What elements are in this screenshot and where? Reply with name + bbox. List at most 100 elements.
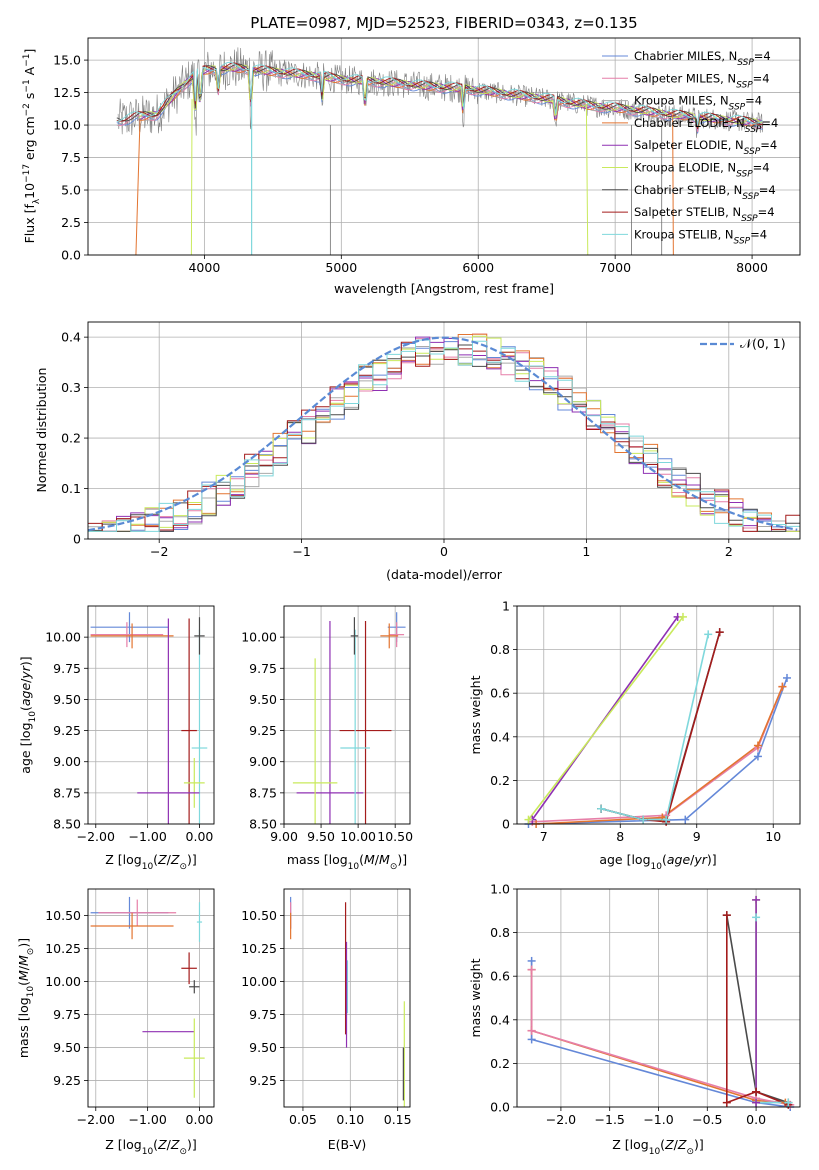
label-part: 10 <box>649 1147 661 1157</box>
label-part: log <box>18 722 33 741</box>
axes-frame <box>516 888 801 1108</box>
model-edge <box>672 114 674 255</box>
x-axis-label: Z [log10(Z/Z⊙)] <box>612 1137 704 1157</box>
y-axis-label: Flux [fλ10−17 erg cm−2 s−1 A−1] <box>22 49 42 244</box>
label-part: SSP <box>729 103 746 113</box>
label-part: =4 <box>745 94 762 108</box>
weight-line <box>532 686 784 823</box>
y-tick-label: 0.0 <box>490 1100 510 1115</box>
y-tick-label: 1.0 <box>490 882 510 897</box>
weight-line <box>726 915 789 1106</box>
y-tick-label: 0.1 <box>61 481 81 496</box>
label-part: 10 <box>26 986 36 998</box>
x-tick-label: 7 <box>540 829 548 844</box>
y-tick-label: 10.00 <box>45 974 81 989</box>
x-tick-label: 8 <box>616 829 624 844</box>
x-tick-label: 0.10 <box>336 1112 364 1127</box>
plot-area-mass-vs-ebv <box>290 896 405 1107</box>
axes-mass-vs-Z: −2.00 −1.00 0.00 9.25 9.50 9.75 10.00 10.25 10.5… <box>45 888 215 1127</box>
x-tick-label: −1.00 <box>128 829 166 844</box>
label-part: Flux [f <box>22 204 37 244</box>
label-part: ⊙ <box>179 1147 187 1157</box>
axes-frame <box>87 888 215 1108</box>
label-part: 10 <box>22 183 37 199</box>
y-tick-label: 9.00 <box>249 754 277 769</box>
model-spectrum <box>116 61 764 126</box>
label-part: −17 <box>22 164 32 183</box>
label-part: =4 <box>761 116 778 130</box>
weight-line <box>528 677 788 824</box>
x-tick-label: 10.00 <box>340 829 376 844</box>
label-part: ( <box>153 1137 158 1152</box>
label-part: Salpeter MILES, N <box>634 71 736 85</box>
label-part: Normed distribution <box>34 368 49 493</box>
weight-line <box>536 686 784 824</box>
y-tick-label: 10.00 <box>241 630 277 645</box>
label-part: / <box>690 852 695 867</box>
label-part: )] <box>397 852 407 867</box>
label-part: ⊙ <box>390 862 398 872</box>
label-part: Kroupa STELIB, N <box>634 227 734 241</box>
y-tick-label: 8.50 <box>53 817 81 832</box>
label-part: SSP <box>736 170 753 180</box>
label-part: ( <box>359 852 364 867</box>
axes-frame <box>283 888 411 1108</box>
x-axis-label: age [log10(age/yr)] <box>599 852 716 872</box>
y-tick-label: 10.50 <box>45 908 81 923</box>
x-tick-label: 4000 <box>188 260 220 275</box>
y-tick-label: 9.25 <box>53 1073 81 1088</box>
axes-frame <box>516 605 801 825</box>
gaussian-curve <box>88 336 798 532</box>
x-tick-label: 10.50 <box>377 829 413 844</box>
legend-label: Salpeter ELODIE, NSSP=4 <box>634 138 777 157</box>
y-tick-label: 9.50 <box>53 1040 81 1055</box>
label-part: Kroupa ELODIE, N <box>634 161 736 175</box>
axes-frame <box>87 321 801 540</box>
x-tick-label: −1 <box>292 544 310 559</box>
x-tick-label: 1 <box>582 544 590 559</box>
label-part: A <box>22 66 37 79</box>
axes-frame <box>87 37 801 256</box>
label-part: (data-model)/error <box>386 567 503 582</box>
y-tick-label: 9.00 <box>53 754 81 769</box>
y-axis-label: mass weight <box>468 958 483 1037</box>
axes-age-vs-mass: 9.00 9.50 10.00 10.508.508.759.009.259.509.… <box>241 605 413 844</box>
label-part: 10 <box>651 862 663 872</box>
weight-line <box>530 960 791 1107</box>
y-axis-label: age [log10(age/yr)] <box>18 656 38 773</box>
axes-frame <box>283 605 411 825</box>
x-axis-label: Z [log10(Z/Z⊙)] <box>105 852 197 872</box>
y-tick-label: 0.2 <box>490 1056 510 1071</box>
label-part: age <box>667 852 691 867</box>
weight-line <box>600 634 709 821</box>
x-tick-label: 9.00 <box>270 829 298 844</box>
y-tick-label: 0.3 <box>61 380 81 395</box>
label-part: )] <box>16 938 31 948</box>
label-part: Z <box>170 852 180 867</box>
label-part: / <box>18 678 33 683</box>
label-part: )] <box>694 1137 704 1152</box>
label-part: Z <box>157 1137 167 1152</box>
axes-frame <box>87 605 215 825</box>
axes-spectrum: 4000 5000 6000 7000 8000 0.0 2.5 5.0 7.5 10.0 12.5… <box>53 37 801 275</box>
label-part: ⊙ <box>179 862 187 872</box>
y-tick-label: 0 <box>502 817 510 832</box>
y-tick-label: 9.75 <box>249 1007 277 1022</box>
y-tick-label: 9.75 <box>53 661 81 676</box>
y-tick-label: 9.25 <box>249 1073 277 1088</box>
label-part: Chabrier STELIB, N <box>634 183 742 197</box>
plot-area-residuals <box>88 333 800 532</box>
label-part: =4 <box>759 183 776 197</box>
plot-area-age-vs-mass <box>292 612 406 824</box>
label-part: log <box>16 997 31 1016</box>
weight-line <box>726 915 789 1104</box>
x-tick-label: 0.00 <box>186 829 214 844</box>
plot-area-weight-vs-Z <box>530 899 791 1107</box>
x-axis-label: (data-model)/error <box>386 567 503 582</box>
weight-line <box>527 616 684 821</box>
label-part: =4 <box>750 227 767 241</box>
x-tick-label: −1.0 <box>643 1112 673 1127</box>
legend-label: Chabrier MILES, NSSP=4 <box>634 49 771 68</box>
model-spectrum <box>138 65 762 127</box>
